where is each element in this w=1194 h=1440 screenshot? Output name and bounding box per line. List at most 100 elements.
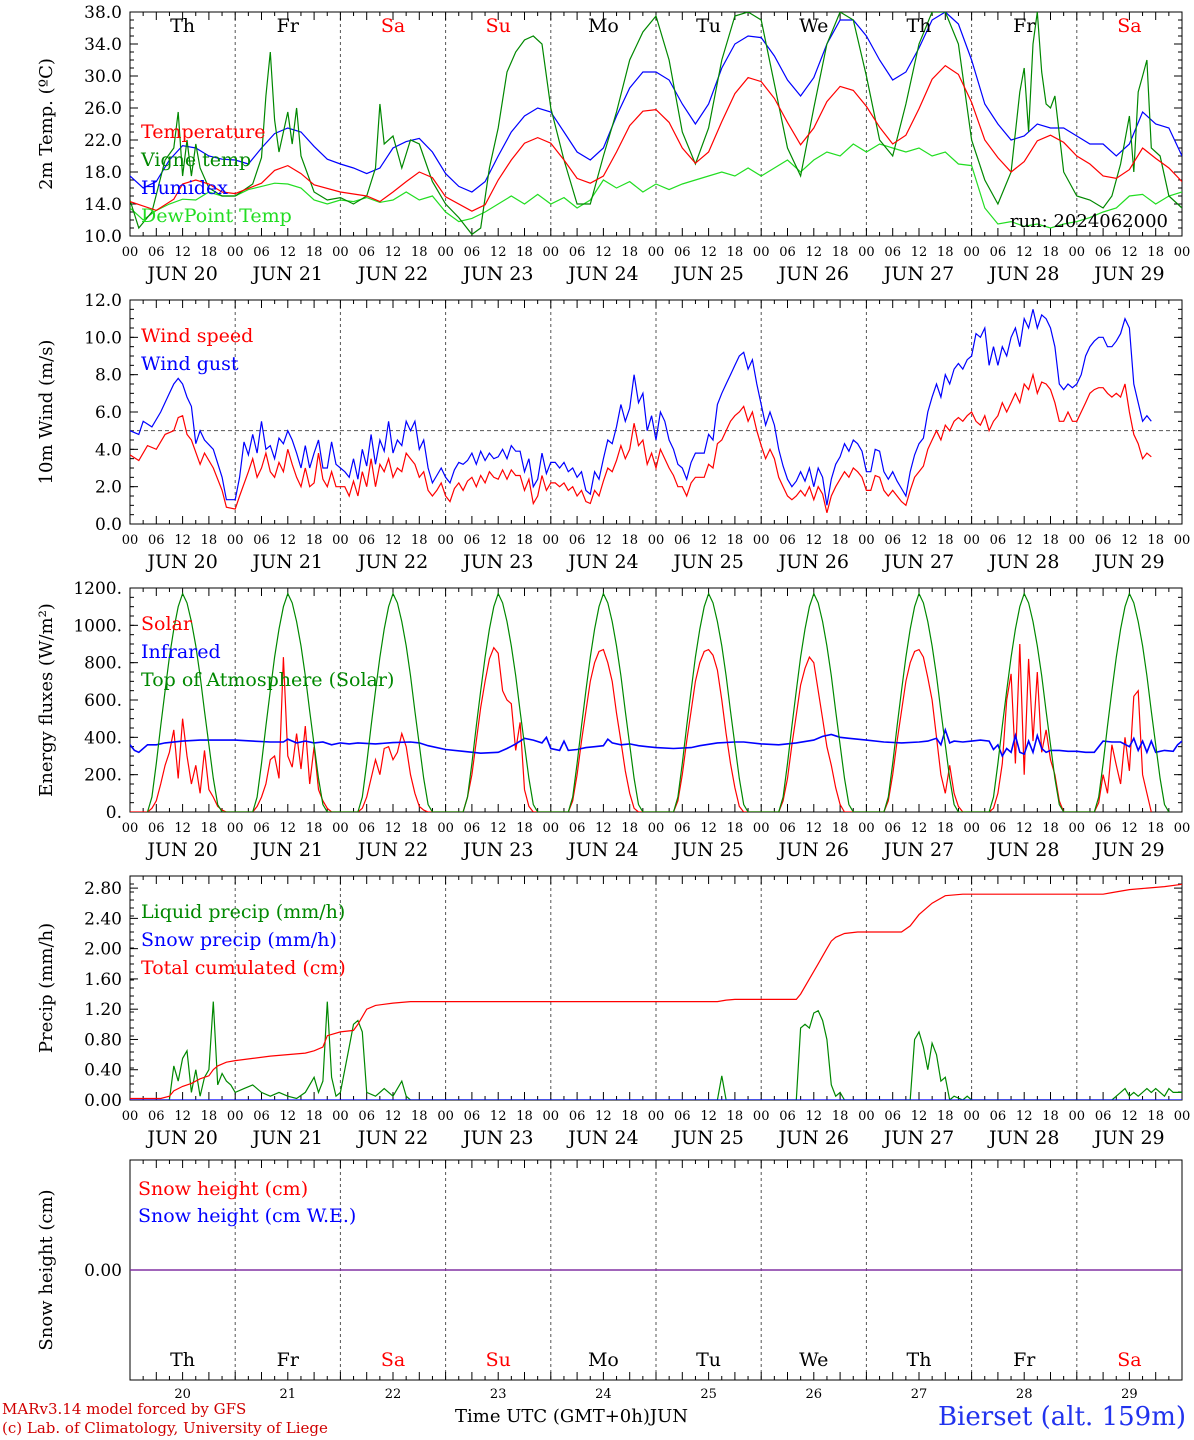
meteogram: 10.0 14.0 18.0 22.0 26.0 30.0 34.0 38.0 2m Temp.…: [36, 3, 1190, 1400]
day-number-label: 23: [490, 1387, 507, 1400]
hour-tick-label: 12: [1121, 245, 1138, 260]
legend-entry: Vigne temp: [140, 149, 251, 171]
series-line-1: [130, 372, 1152, 513]
y-tick-label: 400.: [84, 728, 122, 748]
hour-tick-label: 06: [358, 1109, 375, 1124]
hour-tick-label: 00: [1174, 821, 1191, 836]
station-name: Bierset (alt. 159m): [937, 1402, 1186, 1432]
hour-tick-label: 12: [911, 245, 928, 260]
hour-tick-label: 06: [884, 821, 901, 836]
legend-entry: DewPoint Temp: [141, 205, 292, 227]
hour-tick-label: 18: [727, 245, 744, 260]
hour-tick-label: 12: [490, 245, 507, 260]
hour-tick-label: 06: [464, 821, 481, 836]
y-tick-label: 0.0: [95, 515, 122, 535]
day-name: We: [799, 1349, 828, 1371]
date-label: JUN 29: [1092, 1127, 1164, 1149]
hour-tick-label: 18: [937, 245, 954, 260]
hour-tick-label: 18: [1042, 533, 1059, 548]
panel-1: 10.0 14.0 18.0 22.0 26.0 30.0 34.0 38.0 2m Temp.…: [36, 3, 1190, 285]
day-name: Mo: [588, 1349, 619, 1371]
panel-4: 0.00 0.40 0.80 1.20 1.60 2.00 2.40 2.80 Precip (…: [36, 875, 1190, 1149]
plot-frame: [129, 299, 1183, 525]
hour-tick-label: 12: [174, 245, 191, 260]
hour-tick-label: 06: [674, 1109, 691, 1124]
run-label: run: 2024062000: [1010, 211, 1168, 232]
hour-tick-label: 12: [911, 533, 928, 548]
hour-tick-label: 06: [990, 1109, 1007, 1124]
y-tick-label: 2.00: [84, 940, 122, 960]
day-name: Sa: [381, 1349, 405, 1371]
date-label: JUN 24: [566, 551, 638, 573]
day-name: Th: [170, 15, 195, 37]
series-line-3: [130, 883, 1182, 1100]
hour-tick-label: 18: [621, 245, 638, 260]
hour-tick-label: 12: [1016, 245, 1033, 260]
y-tick-label: 2.40: [84, 909, 122, 929]
date-label: JUN 24: [566, 263, 638, 285]
y-tick-label: 0.: [106, 803, 122, 823]
hour-tick-label: 12: [280, 1109, 297, 1124]
hour-tick-label: 06: [569, 1109, 586, 1124]
date-label: JUN 20: [145, 551, 217, 573]
day-name: Sa: [1117, 1349, 1141, 1371]
hour-tick-label: 06: [253, 1109, 270, 1124]
hour-tick-label: 00: [648, 245, 665, 260]
y-tick-label: 800.: [84, 654, 122, 674]
hour-tick-label: 18: [201, 821, 218, 836]
day-number-label: 29: [1121, 1387, 1138, 1400]
hour-tick-label: 12: [385, 533, 402, 548]
date-label: JUN 25: [671, 839, 743, 861]
y-tick-label: 18.0: [84, 163, 122, 183]
day-number-label: 20: [174, 1387, 191, 1400]
hour-tick-label: 06: [674, 533, 691, 548]
hour-tick-label: 12: [700, 533, 717, 548]
hour-tick-label: 18: [1042, 1109, 1059, 1124]
date-label: JUN 26: [777, 1127, 849, 1149]
y-tick-label: 0.40: [84, 1061, 122, 1081]
hour-tick-label: 18: [937, 1109, 954, 1124]
date-label: JUN 28: [987, 1127, 1059, 1149]
day-number-label: 22: [385, 1387, 402, 1400]
hour-tick-label: 12: [595, 821, 612, 836]
hour-tick-label: 18: [201, 533, 218, 548]
hour-tick-label: 12: [595, 533, 612, 548]
y-tick-label: 10.0: [84, 227, 122, 247]
legend-entry: Snow height (cm): [138, 1178, 308, 1200]
hour-tick-label: 00: [1069, 533, 1086, 548]
model-credit-line1: MARv3.14 model forced by GFS: [2, 1400, 247, 1418]
hour-tick-label: 18: [516, 533, 533, 548]
hour-tick-label: 18: [727, 821, 744, 836]
date-label: JUN 25: [671, 1127, 743, 1149]
hour-tick-label: 18: [516, 245, 533, 260]
hour-tick-label: 06: [358, 533, 375, 548]
hour-tick-label: 06: [253, 821, 270, 836]
hour-tick-label: 06: [148, 821, 165, 836]
hour-tick-label: 00: [753, 245, 770, 260]
hour-tick-label: 18: [621, 533, 638, 548]
y-axis-label: Energy fluxes (W/m²): [36, 603, 57, 797]
hour-tick-label: 00: [648, 533, 665, 548]
hour-tick-label: 06: [464, 245, 481, 260]
day-name: Sa: [1117, 15, 1141, 37]
hour-tick-label: 00: [122, 245, 139, 260]
panel-3: 0. 200. 400. 600. 800. 1000. 1200. Energy fluxe…: [36, 579, 1190, 861]
hour-tick-label: 00: [122, 533, 139, 548]
model-credit-line2: (c) Lab. of Climatology, University of L…: [2, 1419, 328, 1437]
hour-tick-label: 00: [648, 1109, 665, 1124]
hour-tick-label: 06: [148, 245, 165, 260]
date-label: JUN 22: [356, 263, 428, 285]
date-label: JUN 23: [461, 1127, 533, 1149]
series-line-2: [130, 12, 1182, 236]
series-line-4: [130, 143, 1182, 229]
hour-tick-label: 00: [227, 821, 244, 836]
hour-tick-label: 12: [174, 533, 191, 548]
hour-tick-label: 12: [385, 245, 402, 260]
time-axis-label: Time UTC (GMT+0h): [455, 1406, 650, 1427]
series-line-3: [146, 591, 1170, 812]
hour-tick-label: 00: [753, 1109, 770, 1124]
date-label: JUN 27: [882, 551, 954, 573]
hour-tick-label: 06: [464, 1109, 481, 1124]
hour-tick-label: 18: [411, 533, 428, 548]
hour-tick-label: 18: [621, 821, 638, 836]
